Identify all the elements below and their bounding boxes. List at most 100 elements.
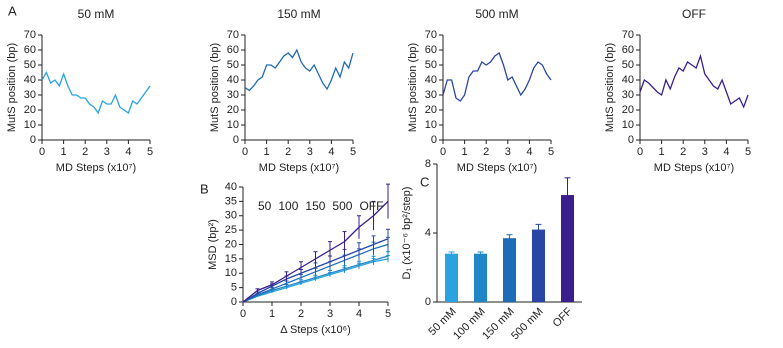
y-tick-label: 20 <box>425 104 437 116</box>
x-tick-label: 1 <box>659 146 665 158</box>
data-line <box>244 48 354 92</box>
y-axis-label: D₁ (x10⁻⁶ bp²/step) <box>401 187 413 280</box>
legend-entry: 150 <box>305 199 325 213</box>
y-tick-label: 50 <box>24 59 36 71</box>
y-axis-label: MutS position (bp) <box>6 43 18 132</box>
y-tick-label: 0 <box>628 134 634 146</box>
y-tick-label: 60 <box>622 44 634 56</box>
x-tick-label: 5 <box>548 146 554 158</box>
legend-entry: 50 <box>258 199 272 213</box>
x-tick-label: 0 <box>39 146 45 158</box>
x-tick-label: 2 <box>680 146 686 158</box>
legend-entry: 100 <box>278 199 298 213</box>
y-tick-label: 10 <box>24 119 36 131</box>
y-tick-label: 70 <box>227 29 239 41</box>
legend-entry: 500 <box>332 199 352 213</box>
bar <box>502 238 517 302</box>
y-tick-label: 60 <box>425 44 437 56</box>
y-tick-label: 20 <box>622 104 634 116</box>
y-tick-label: 35 <box>225 195 237 207</box>
x-tick-label: 2 <box>483 146 489 158</box>
y-axis-label: MSD (bp²) <box>207 219 219 270</box>
y-tick-label: 30 <box>225 210 237 222</box>
bar <box>531 229 546 302</box>
y-tick-label: 10 <box>225 267 237 279</box>
data-line <box>442 51 552 102</box>
chart-title: 150 mM <box>277 7 320 21</box>
x-tick-label: 3 <box>104 146 110 158</box>
y-tick-label: 30 <box>425 89 437 101</box>
y-tick-label: 70 <box>622 29 634 41</box>
bar <box>560 195 575 302</box>
x-tick-label: 0 <box>240 308 246 320</box>
x-tick-label: 5 <box>350 146 356 158</box>
y-tick-label: 60 <box>227 44 239 56</box>
y-tick-label: 25 <box>225 224 237 236</box>
data-line <box>41 71 151 115</box>
y-tick-label: 30 <box>24 89 36 101</box>
y-tick-label: 20 <box>227 104 239 116</box>
x-tick-label: 2 <box>285 146 291 158</box>
y-axis-label: MutS position (bp) <box>604 43 616 132</box>
x-tick-label: 4 <box>125 146 131 158</box>
y-tick-label: 15 <box>225 253 237 265</box>
y-tick-label: 10 <box>227 119 239 131</box>
x-tick-label: 4 <box>526 146 532 158</box>
y-tick-label: 0 <box>425 296 431 308</box>
y-tick-label: 50 <box>425 59 437 71</box>
x-tick-label: 3 <box>702 146 708 158</box>
x-axis-label: MD Steps (x10⁷) <box>457 162 537 174</box>
x-tick-label: 0 <box>637 146 643 158</box>
bar <box>444 253 459 302</box>
x-tick-label: OFF <box>551 305 575 329</box>
x-tick-label: 3 <box>307 146 313 158</box>
legend-entry: OFF <box>359 199 383 213</box>
x-tick-label: 5 <box>385 308 391 320</box>
y-tick-label: 40 <box>24 74 36 86</box>
x-axis-label: MD Steps (x10⁷) <box>654 162 734 174</box>
y-tick-label: 40 <box>227 74 239 86</box>
x-axis-label: MD Steps (x10⁷) <box>259 162 339 174</box>
x-tick-label: 3 <box>505 146 511 158</box>
x-tick-label: 4 <box>356 308 362 320</box>
x-tick-label: 4 <box>723 146 729 158</box>
x-tick-label: 1 <box>264 146 270 158</box>
data-line <box>639 53 749 109</box>
bar <box>473 253 488 302</box>
x-tick-label: 2 <box>298 308 304 320</box>
y-tick-label: 40 <box>622 74 634 86</box>
y-tick-label: 20 <box>24 104 36 116</box>
y-tick-label: 10 <box>622 119 634 131</box>
x-tick-label: 1 <box>61 146 67 158</box>
x-tick-label: 0 <box>440 146 446 158</box>
y-tick-label: 30 <box>227 89 239 101</box>
y-tick-label: 40 <box>425 74 437 86</box>
chart-title: 500 mM <box>475 7 518 21</box>
y-tick-label: 70 <box>425 29 437 41</box>
y-tick-label: 50 <box>622 59 634 71</box>
x-tick-label: 3 <box>327 308 333 320</box>
y-tick-label: 10 <box>425 119 437 131</box>
x-tick-label: 1 <box>462 146 468 158</box>
y-axis-label: MutS position (bp) <box>407 43 419 132</box>
panel-label: A <box>8 3 17 18</box>
y-tick-label: 8 <box>425 158 431 170</box>
x-tick-label: 5 <box>147 146 153 158</box>
x-tick-label: 2 <box>82 146 88 158</box>
y-tick-label: 60 <box>24 44 36 56</box>
x-tick-label: 500 mM <box>509 306 546 343</box>
y-tick-label: 40 <box>225 181 237 193</box>
chart-title: 50 mM <box>78 7 115 21</box>
x-tick-label: 1 <box>269 308 275 320</box>
y-tick-label: 5 <box>231 282 237 294</box>
y-tick-label: 4 <box>425 227 431 239</box>
y-tick-label: 30 <box>622 89 634 101</box>
x-tick-label: 0 <box>242 146 248 158</box>
panel-label: C <box>420 174 429 189</box>
x-tick-label: 4 <box>328 146 334 158</box>
y-tick-label: 50 <box>227 59 239 71</box>
x-axis-label: Δ Steps (x10⁶) <box>280 324 351 336</box>
panel-label: B <box>200 181 209 196</box>
chart-title: OFF <box>682 7 706 21</box>
